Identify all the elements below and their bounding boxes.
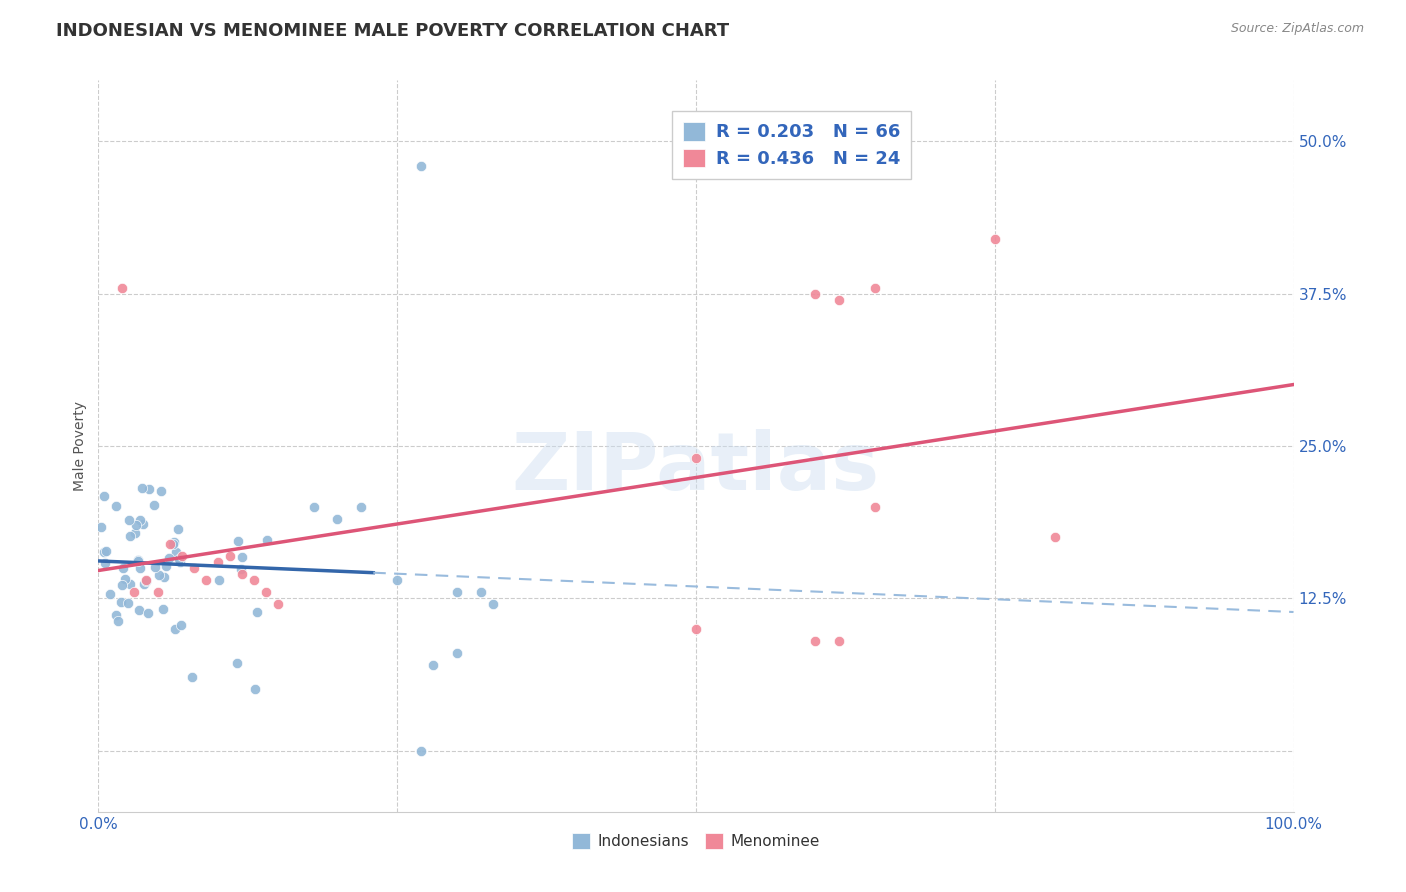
Point <box>94 556 117 570</box>
Point <box>89 520 111 534</box>
Point <box>231 567 253 582</box>
Point <box>157 550 180 565</box>
Point <box>110 595 132 609</box>
Point <box>93 489 115 503</box>
Point <box>207 555 229 569</box>
Point <box>131 481 153 495</box>
Point <box>134 576 156 591</box>
Text: ZIPatlas: ZIPatlas <box>512 429 880 507</box>
Point <box>124 525 146 540</box>
Point <box>155 559 177 574</box>
Point <box>152 570 174 584</box>
Point <box>138 482 160 496</box>
Point <box>167 522 190 536</box>
Point <box>129 561 152 575</box>
Point <box>685 622 707 636</box>
Point <box>169 555 191 569</box>
Point <box>165 545 187 559</box>
Point <box>231 562 253 576</box>
Point <box>446 646 468 660</box>
Point <box>422 658 444 673</box>
Point <box>104 499 127 513</box>
Point <box>446 585 468 599</box>
Point <box>245 681 267 696</box>
Point <box>127 554 149 568</box>
Point <box>148 567 170 582</box>
Point <box>105 608 128 623</box>
Point <box>411 744 433 758</box>
Point <box>326 512 349 526</box>
Point <box>231 549 253 564</box>
Point <box>865 280 887 294</box>
Point <box>865 500 887 514</box>
Point <box>159 536 181 550</box>
Point <box>163 535 186 549</box>
Point <box>804 634 827 648</box>
Point <box>167 551 190 566</box>
Point <box>148 585 170 599</box>
Point <box>267 598 290 612</box>
Point <box>195 573 218 587</box>
Point <box>110 578 132 592</box>
Point <box>828 293 851 307</box>
Point <box>302 500 325 514</box>
Point <box>246 605 269 619</box>
Point <box>114 572 136 586</box>
Point <box>984 232 1007 246</box>
Point <box>256 533 278 547</box>
Point <box>111 280 134 294</box>
Point <box>470 585 492 599</box>
Point <box>163 622 186 636</box>
Point <box>350 500 373 514</box>
Point <box>111 561 134 575</box>
Point <box>136 606 159 620</box>
Point <box>226 656 249 670</box>
Point <box>385 573 409 587</box>
Point <box>183 561 205 575</box>
Point <box>98 587 121 601</box>
Legend: Indonesians, Menominee: Indonesians, Menominee <box>565 827 827 855</box>
Point <box>132 516 155 531</box>
Point <box>94 543 117 558</box>
Point <box>804 286 827 301</box>
Point <box>118 576 141 591</box>
Point <box>254 585 277 599</box>
Point <box>143 498 166 512</box>
Point <box>1043 530 1066 544</box>
Point <box>226 534 249 549</box>
Point <box>172 549 194 563</box>
Y-axis label: Male Poverty: Male Poverty <box>73 401 87 491</box>
Point <box>208 573 231 587</box>
Point <box>181 670 204 684</box>
Point <box>411 159 433 173</box>
Point <box>125 518 148 533</box>
Point <box>117 596 139 610</box>
Point <box>143 560 166 574</box>
Point <box>124 585 146 599</box>
Point <box>135 574 157 589</box>
Point <box>118 513 141 527</box>
Point <box>152 602 174 616</box>
Point <box>128 602 150 616</box>
Text: INDONESIAN VS MENOMINEE MALE POVERTY CORRELATION CHART: INDONESIAN VS MENOMINEE MALE POVERTY COR… <box>56 22 730 40</box>
Point <box>127 553 149 567</box>
Point <box>828 634 851 648</box>
Point <box>93 545 115 559</box>
Point <box>120 529 142 543</box>
Point <box>219 549 242 563</box>
Point <box>243 573 266 587</box>
Text: Source: ZipAtlas.com: Source: ZipAtlas.com <box>1230 22 1364 36</box>
Point <box>150 483 173 498</box>
Point <box>481 598 505 612</box>
Point <box>107 614 129 628</box>
Point <box>135 573 157 587</box>
Point <box>685 451 707 466</box>
Point <box>162 537 184 551</box>
Point <box>129 513 152 527</box>
Point <box>170 617 193 632</box>
